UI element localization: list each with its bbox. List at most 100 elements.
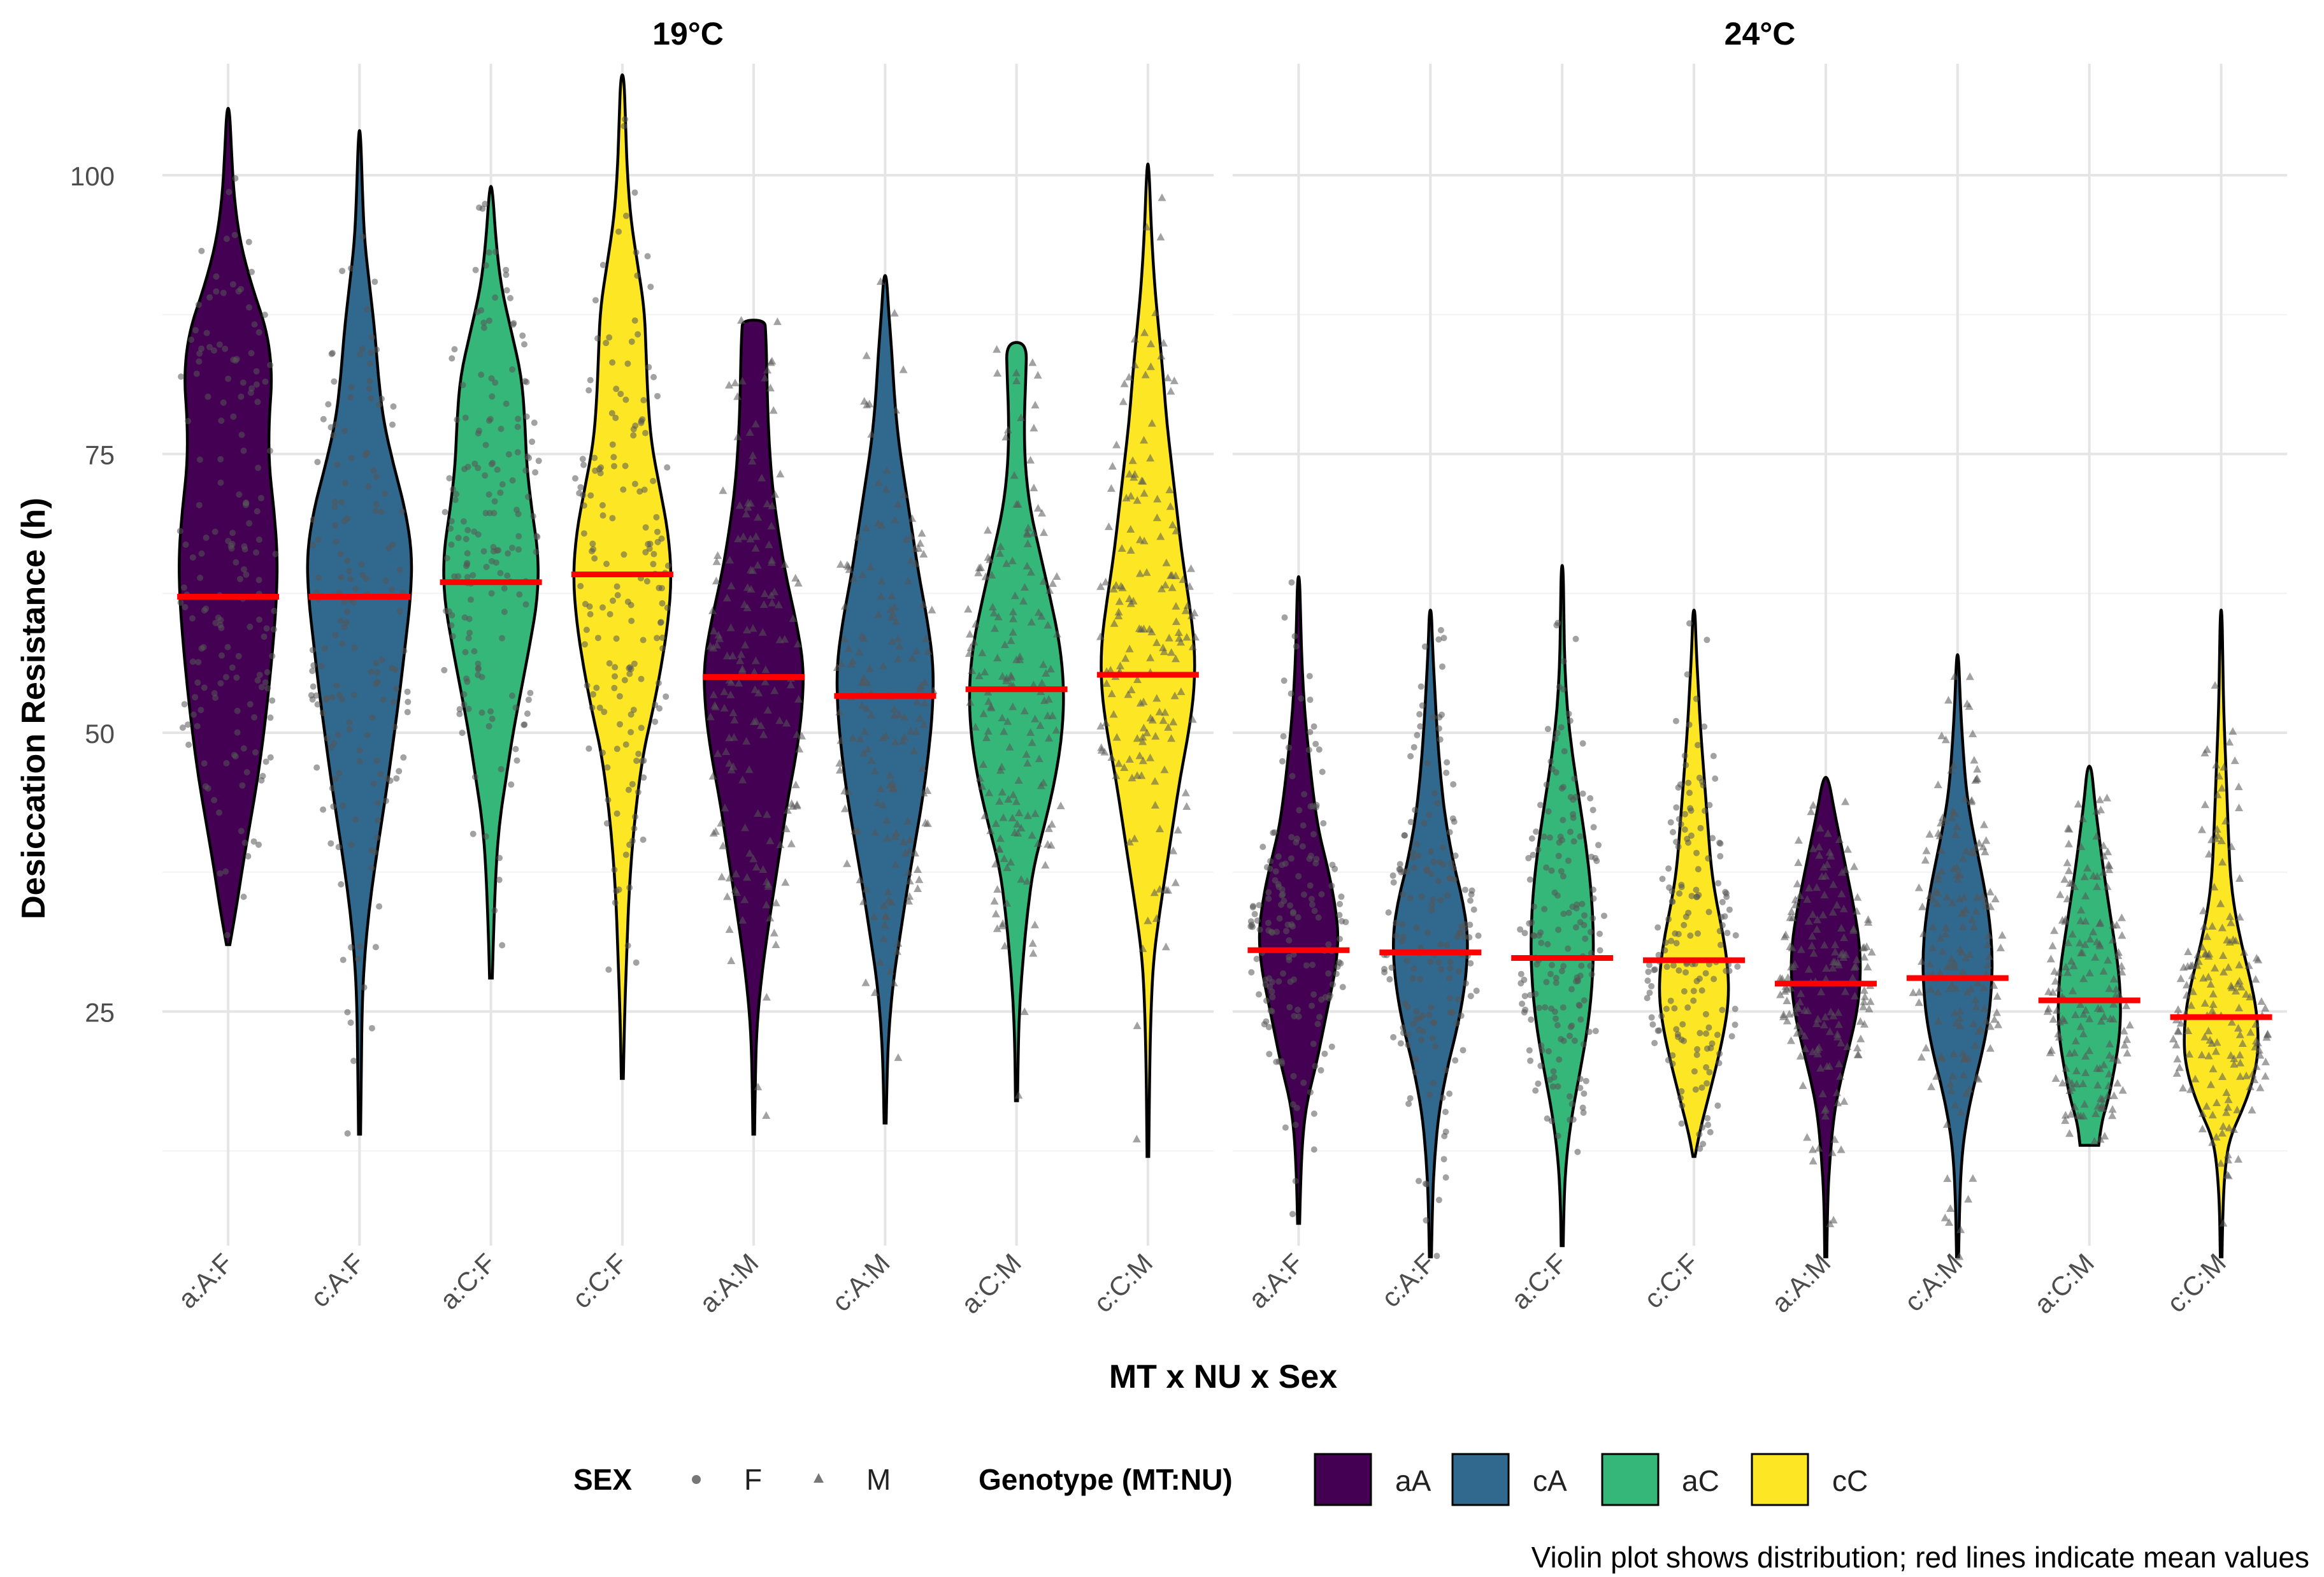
data-point [986,555,994,563]
data-point [1532,991,1539,997]
data-point [1661,947,1668,954]
data-point [1254,917,1261,924]
data-point [238,828,245,835]
data-point [640,637,647,644]
data-point [1671,1005,1678,1012]
data-point [1142,728,1151,737]
data-point [1551,1074,1558,1081]
data-point [1028,939,1037,947]
data-point [1530,903,1537,910]
data-point [879,800,887,809]
data-point [905,897,914,905]
data-point [629,781,636,788]
jitter-points [441,201,542,949]
data-point [1280,733,1287,740]
data-point [658,535,665,542]
data-point [498,766,505,773]
data-point [501,608,508,616]
data-point [446,475,453,482]
data-point [1268,928,1275,935]
data-point [529,513,536,520]
data-point [310,683,317,690]
y-tick-label: 75 [85,440,115,470]
data-point [2108,1111,2117,1120]
data-point [2228,727,2237,735]
data-point [879,661,887,670]
data-point [1034,608,1043,616]
jitter-points [1909,672,2007,1260]
data-point [653,514,660,521]
data-point [1138,733,1147,741]
data-point [1527,1057,1534,1064]
data-point [254,508,261,515]
data-point [1276,915,1283,922]
data-point [1419,702,1426,709]
data-point [763,810,771,818]
data-point [916,539,925,547]
data-point [645,364,652,371]
data-point [912,646,921,654]
data-point [599,604,606,611]
data-point [1146,753,1155,761]
data-point [1042,669,1051,677]
data-point [1303,962,1310,969]
data-point [659,600,666,607]
data-point [605,966,612,973]
data-point [314,459,321,466]
data-point [2242,1071,2251,1079]
data-point [2092,807,2101,815]
data-point [1998,931,2007,939]
data-point [1172,654,1180,663]
legend-sex-m-label: M [866,1463,891,1496]
data-point [1300,891,1307,898]
data-point [1020,582,1029,591]
data-point [459,382,466,389]
data-point [1972,1002,1981,1011]
data-point [470,572,477,579]
data-point [1706,1069,1713,1076]
data-point [2079,1111,2088,1120]
data-point [1451,876,1458,883]
data-point [456,706,463,713]
data-point [837,659,846,668]
data-point [1786,942,1795,951]
data-point [217,456,224,463]
data-point [1797,945,1805,953]
data-point [455,535,462,542]
data-point [654,528,661,535]
data-point [1571,775,1578,782]
data-point [989,608,998,617]
data-point [1793,1021,1802,1030]
violin-c:C:F [1643,608,1746,1158]
data-point [1704,1114,1711,1121]
data-point [1786,913,1795,921]
data-point [2047,1046,2056,1054]
data-point [759,600,768,608]
data-point [1403,958,1410,965]
data-point [1698,987,1705,994]
data-point [1023,759,1032,767]
data-point [1853,893,1862,901]
data-point [2113,1079,2122,1087]
data-point [1405,1042,1412,1048]
data-point [1836,1072,1845,1080]
data-point [640,836,647,843]
data-point [443,555,450,561]
data-point [998,672,1007,680]
data-point [1152,914,1161,922]
data-point [984,526,993,534]
data-point [1728,1033,1735,1040]
data-point [1684,1004,1691,1011]
data-point [1819,1021,1828,1029]
data-point [2079,1010,2088,1018]
data-point [1953,822,1962,830]
data-point [1166,387,1175,395]
data-point [341,624,348,631]
data-point [1808,932,1817,940]
data-point [1860,997,1869,1005]
data-point [2208,1111,2217,1119]
data-point [2235,960,2244,969]
data-point [835,759,844,767]
data-point [2256,1051,2265,1059]
data-point [1560,784,1567,791]
